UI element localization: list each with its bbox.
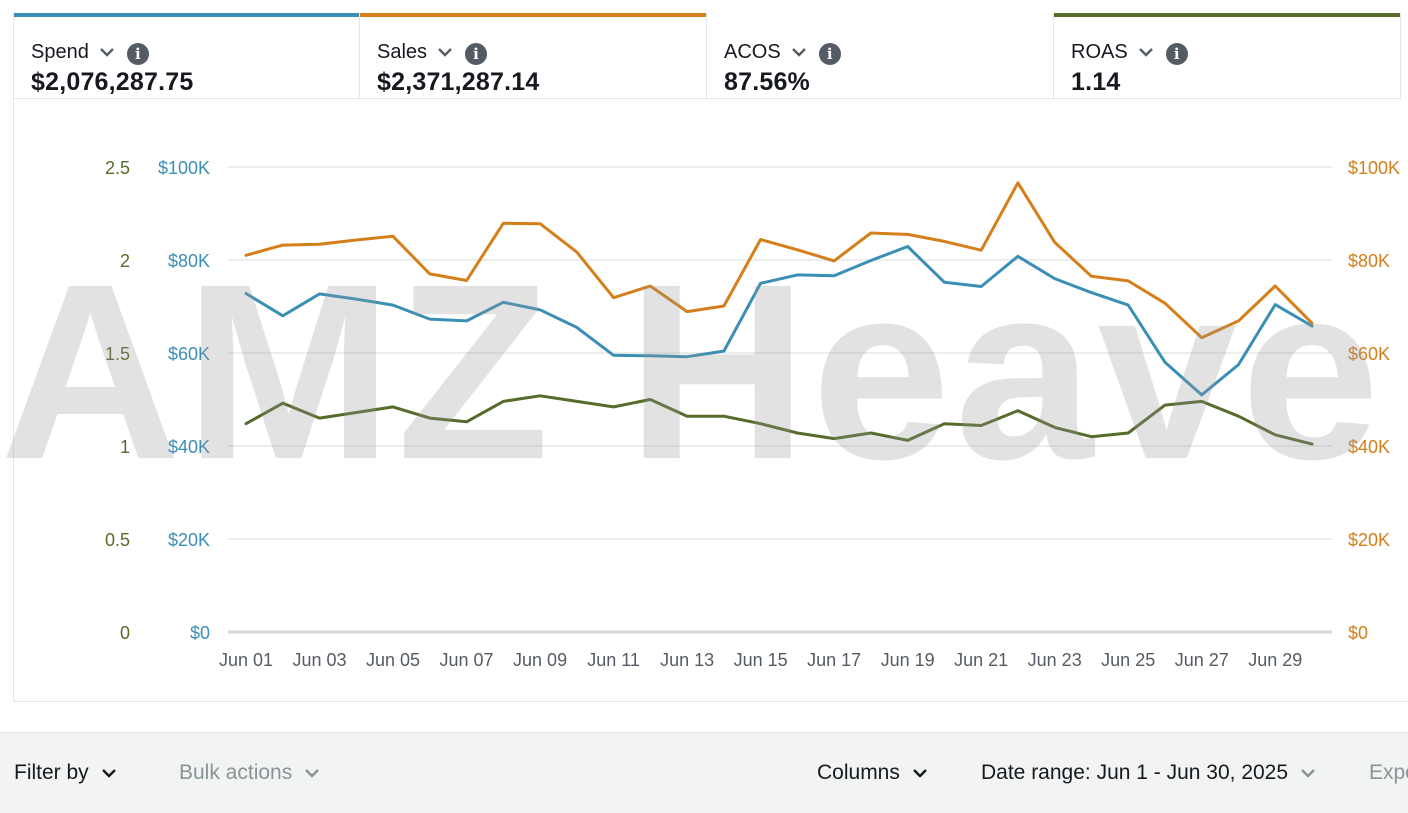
- table-toolbar: Filter by Bulk actions Columns Date rang…: [0, 732, 1408, 813]
- x-axis-tick-label: Jun 23: [1028, 650, 1082, 670]
- chevron-down-icon[interactable]: [1138, 46, 1154, 58]
- roas-axis-tick-label: 1.5: [105, 344, 130, 364]
- metric-card-sales[interactable]: Sales i $2,371,287.14: [360, 13, 707, 98]
- x-axis-tick-label: Jun 07: [440, 650, 494, 670]
- x-axis-tick-label: Jun 19: [881, 650, 935, 670]
- chevron-down-icon: [101, 769, 116, 778]
- chevron-down-icon: [305, 769, 320, 778]
- chevron-down-icon: [913, 769, 927, 778]
- metric-value: 1.14: [1071, 68, 1121, 96]
- spend-axis-tick-label: $20K: [168, 530, 210, 550]
- sales-axis-tick-label: $80K: [1348, 251, 1390, 271]
- chart-panel: [13, 98, 1408, 702]
- metric-value: 87.56%: [724, 68, 810, 96]
- metric-card-spend[interactable]: Spend i $2,076,287.75: [13, 13, 360, 98]
- spend-axis-tick-label: $100K: [158, 158, 210, 178]
- x-axis-tick-label: Jun 05: [366, 650, 420, 670]
- info-icon[interactable]: i: [1165, 43, 1188, 65]
- sales-axis-tick-label: $0: [1348, 623, 1368, 643]
- x-axis-tick-label: Jun 17: [807, 650, 861, 670]
- metric-selector[interactable]: ACOS i: [724, 39, 841, 65]
- x-axis-tick-label: Jun 21: [954, 650, 1008, 670]
- spend-axis-tick-label: $40K: [168, 437, 210, 457]
- spend-axis-tick-label: $80K: [168, 251, 210, 271]
- metric-color-bar: [360, 13, 706, 17]
- x-axis-tick-label: Jun 11: [587, 650, 640, 670]
- metric-label: ACOS: [724, 40, 781, 63]
- metric-color-bar: [1054, 13, 1400, 17]
- series-line-sales: [244, 181, 1314, 340]
- chevron-down-icon[interactable]: [437, 46, 453, 58]
- roas-axis-tick-label: 2: [120, 251, 130, 271]
- date-range-label: Date range: Jun 1 - Jun 30, 2025: [981, 761, 1289, 784]
- x-axis-tick-label: Jun 03: [292, 650, 346, 670]
- chevron-down-icon: [1301, 769, 1315, 778]
- metric-value: $2,371,287.14: [377, 68, 540, 96]
- roas-axis-tick-label: 0: [120, 623, 130, 643]
- filter-by-dropdown[interactable]: Filter by: [14, 761, 117, 785]
- chevron-down-icon[interactable]: [791, 46, 807, 58]
- series-line-spend: [244, 245, 1314, 397]
- x-axis-tick-label: Jun 13: [660, 650, 714, 670]
- spend-axis-tick-label: $60K: [168, 344, 210, 364]
- info-icon[interactable]: i: [126, 43, 149, 65]
- x-axis-tick-label: Jun 27: [1175, 650, 1229, 670]
- metric-selector[interactable]: ROAS i: [1071, 39, 1188, 65]
- metric-label: Sales: [377, 40, 428, 63]
- metric-card-roas[interactable]: ROAS i 1.14: [1054, 13, 1401, 98]
- export-label: Expo: [1369, 761, 1408, 784]
- metric-cards: Spend i $2,076,287.75 Sales i $2,371,287…: [13, 13, 1402, 99]
- roas-axis-tick-label: 0.5: [105, 530, 130, 550]
- date-range-dropdown[interactable]: Date range: Jun 1 - Jun 30, 2025: [981, 761, 1316, 785]
- metric-card-acos[interactable]: ACOS i 87.56%: [707, 13, 1054, 98]
- x-axis-tick-label: Jun 15: [734, 650, 788, 670]
- columns-label: Columns: [817, 761, 900, 784]
- sales-axis-tick-label: $100K: [1348, 158, 1400, 178]
- metric-label: Spend: [31, 40, 89, 63]
- x-axis-tick-label: Jun 25: [1101, 650, 1155, 670]
- spend-axis-tick-label: $0: [190, 623, 210, 643]
- metric-color-bar: [14, 13, 359, 17]
- x-axis-tick-label: Jun 29: [1248, 650, 1302, 670]
- metric-value: $2,076,287.75: [31, 68, 194, 96]
- roas-axis-tick-label: 2.5: [105, 158, 130, 178]
- columns-dropdown[interactable]: Columns: [817, 761, 928, 785]
- performance-line-chart: 0 $0 $0 0.5 $20K $20K 1 $40K $40K 1.5 $60K $60K 2 $80…: [105, 158, 1400, 670]
- info-icon[interactable]: i: [818, 43, 841, 65]
- sales-axis-tick-label: $40K: [1348, 437, 1390, 457]
- bulk-actions-dropdown[interactable]: Bulk actions: [179, 761, 320, 785]
- info-icon[interactable]: i: [465, 43, 488, 65]
- export-button[interactable]: Expo: [1369, 761, 1408, 785]
- x-axis-tick-label: Jun 01: [219, 650, 273, 670]
- metric-label: ROAS: [1071, 40, 1128, 63]
- sales-axis-tick-label: $20K: [1348, 530, 1390, 550]
- series-line-roas: [244, 394, 1314, 446]
- roas-axis-tick-label: 1: [120, 437, 130, 457]
- metric-selector[interactable]: Sales i: [377, 39, 488, 65]
- bulk-actions-label: Bulk actions: [179, 761, 293, 784]
- x-axis-tick-label: Jun 09: [513, 650, 567, 670]
- filter-by-label: Filter by: [14, 761, 89, 784]
- sales-axis-tick-label: $60K: [1348, 344, 1390, 364]
- metric-selector[interactable]: Spend i: [31, 39, 149, 65]
- chevron-down-icon[interactable]: [99, 46, 115, 58]
